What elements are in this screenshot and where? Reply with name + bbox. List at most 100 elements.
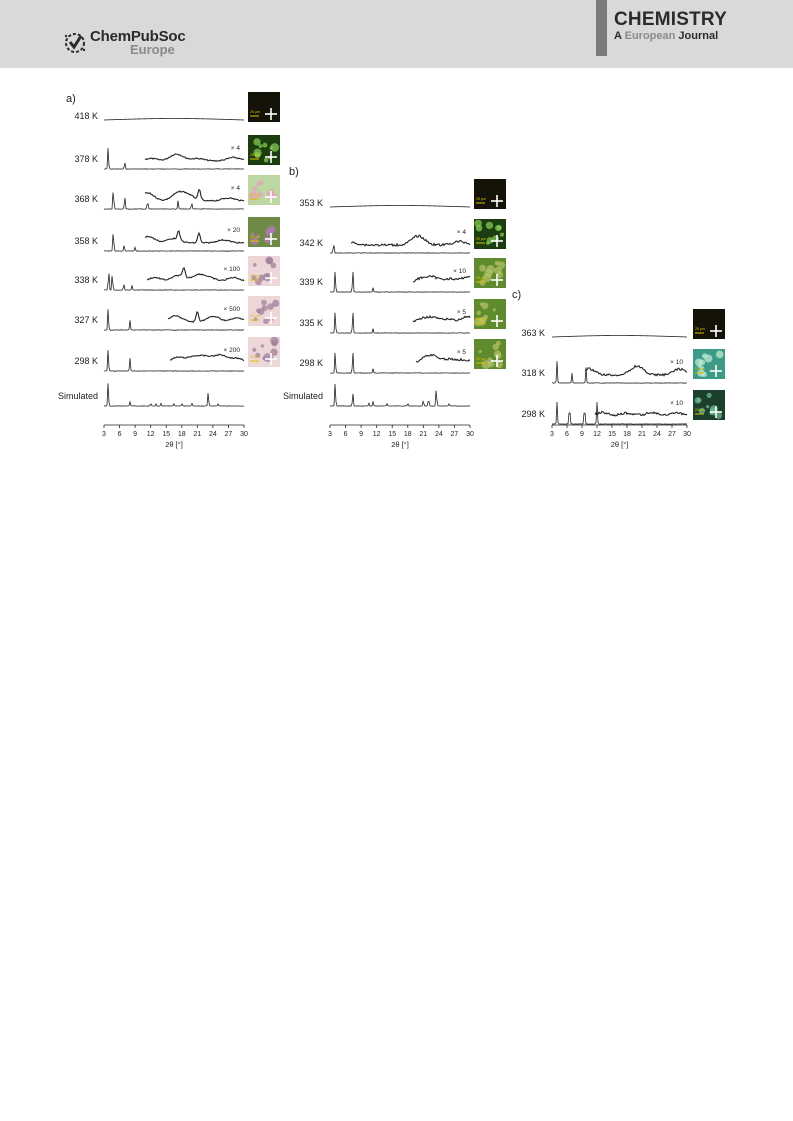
pattern-row: 298 K × 200 25 µm (74, 336, 280, 372)
micrograph-texture (255, 278, 262, 286)
micrograph-texture (267, 303, 274, 310)
diffraction-trace (103, 234, 245, 252)
temperature-label: 335 K (299, 318, 323, 328)
scale-factor-label: × 5 (457, 349, 467, 356)
panel-label: b) (289, 166, 299, 178)
micrograph-texture (486, 265, 495, 274)
diffraction-trace (103, 383, 245, 407)
x-tick-label: 3 (102, 431, 106, 438)
temperature-label: 318 K (521, 368, 545, 378)
micrograph-texture (706, 405, 710, 409)
x-tick-label: 24 (435, 431, 443, 438)
micrograph-image: 25 µm (473, 299, 506, 329)
scale-bar-label: 25 µm (476, 237, 486, 241)
diffraction-trace (329, 205, 471, 208)
x-tick-label: 15 (162, 431, 170, 438)
x-tick-label: 21 (638, 431, 646, 438)
micrograph-texture (485, 241, 490, 245)
x-tick-label: 18 (178, 431, 186, 438)
diffraction-trace (551, 402, 688, 425)
temperature-label: 342 K (299, 238, 323, 248)
micrograph-texture (704, 354, 713, 363)
micrograph-texture (696, 397, 702, 403)
micrograph-texture (251, 275, 257, 281)
journal-prefix: A (614, 30, 622, 42)
micrograph-texture (262, 142, 268, 148)
micrograph-texture (496, 225, 502, 231)
temperature-label: 368 K (74, 194, 98, 204)
micrograph-texture (474, 219, 482, 228)
diffraction-trace (329, 383, 471, 407)
scale-factor-label: × 200 (224, 347, 241, 354)
x-tick-label: 21 (193, 431, 201, 438)
diffraction-trace (103, 350, 245, 372)
scale-bar-label: 25 µm (695, 408, 705, 412)
micrograph-image: 25 µm (248, 92, 280, 122)
x-axis: 3 6 9 12 15 18 21 24 27 30 2θ [°] (550, 424, 691, 449)
temperature-label: 418 K (74, 111, 98, 121)
pattern-row: 335 K × 5 25 µm (299, 299, 506, 334)
scale-bar-label: 25 µm (250, 235, 260, 239)
x-tick-label: 27 (451, 431, 459, 438)
micrograph-background (693, 309, 725, 339)
micrograph-texture (492, 343, 499, 351)
pattern-row: 338 K × 100 25 µm (74, 256, 280, 291)
publisher-region: Europe (130, 42, 175, 57)
temperature-label: 327 K (74, 315, 98, 325)
x-tick-label: 9 (580, 431, 584, 438)
micrograph-texture (479, 302, 484, 306)
temperature-label: 353 K (299, 198, 323, 208)
micrograph-image: 25 µm (693, 390, 725, 420)
diffraction-trace (103, 273, 245, 291)
pattern-row: 353 K 25 µm (299, 179, 506, 209)
pattern-row: 318 K × 10 25 µm (521, 349, 725, 384)
x-axis-title: 2θ [°] (165, 440, 183, 449)
journal-title: CHEMISTRY (614, 9, 727, 30)
scale-bar-label: 25 µm (250, 314, 260, 318)
scale-bar-label: 25 µm (250, 193, 260, 197)
temperature-label: 298 K (521, 409, 545, 419)
micrograph-texture (258, 144, 263, 149)
x-axis-title: 2θ [°] (391, 440, 409, 449)
journal-subtitle: A European Journal (614, 30, 718, 42)
scale-bar-label: 25 µm (476, 197, 486, 201)
scale-factor-label: × 20 (227, 227, 240, 234)
pattern-row: 327 K × 500 25 µm (74, 296, 280, 331)
scale-factor-label: × 500 (224, 306, 241, 313)
pattern-row: 339 K × 10 25 µm (299, 258, 506, 293)
scale-bar-label: 25 µm (695, 367, 705, 371)
micrograph-texture (482, 273, 492, 283)
micrograph-texture (255, 352, 261, 358)
micrograph-texture (253, 148, 262, 157)
micrograph-texture (267, 225, 276, 234)
diffraction-trace (330, 352, 471, 374)
pattern-row: 418 K 25 µm (74, 92, 280, 122)
micrograph-texture (253, 317, 258, 322)
diffraction-trace (103, 192, 245, 210)
pattern-row: 342 K × 4 25 µm (299, 219, 506, 254)
star-globe-logo-icon (64, 33, 86, 53)
micrograph-texture (485, 221, 494, 230)
x-tick-label: 30 (240, 431, 248, 438)
x-tick-label: 6 (118, 431, 122, 438)
micrograph-background (248, 92, 280, 122)
micrograph-texture (495, 340, 501, 346)
x-tick-label: 15 (608, 431, 616, 438)
micrograph-texture (715, 412, 723, 420)
micrograph-background (474, 179, 506, 209)
journal-word: Journal (678, 30, 719, 42)
scale-bar-label: 25 µm (476, 357, 486, 361)
pattern-row: 298 K × 10 25 µm (521, 390, 725, 425)
magnified-trace (169, 353, 245, 362)
micrograph-texture (494, 267, 502, 275)
micrograph-texture (251, 186, 258, 193)
scale-factor-label: × 4 (231, 185, 241, 192)
temperature-label: Simulated (58, 391, 98, 401)
micrograph-image: 25 µm (474, 179, 506, 209)
publisher-name: ChemPubSoc (90, 28, 186, 45)
micrograph-texture (256, 182, 261, 187)
x-tick-label: 18 (404, 431, 412, 438)
x-tick-label: 24 (209, 431, 217, 438)
x-tick-label: 3 (550, 431, 554, 438)
magnified-trace (415, 353, 471, 363)
